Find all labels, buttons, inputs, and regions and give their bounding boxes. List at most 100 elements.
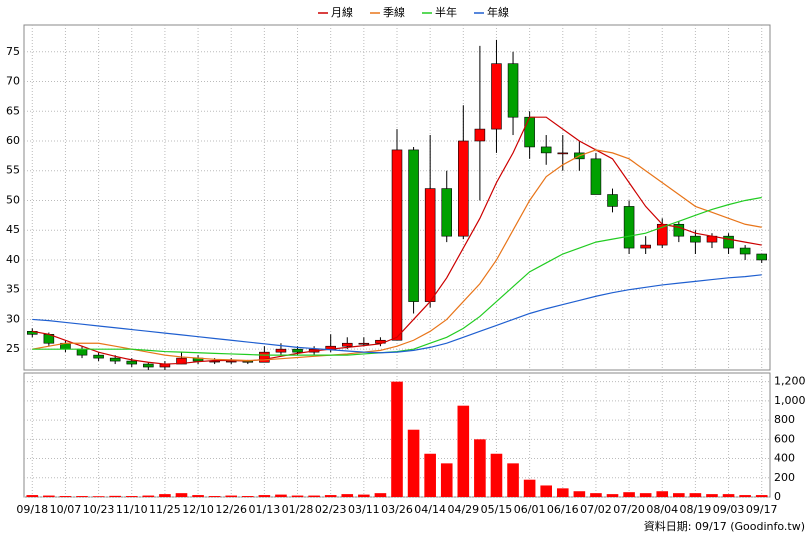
volume-bar	[739, 495, 751, 497]
volume-bar	[374, 493, 387, 497]
x-tick-label: 10/07	[50, 503, 82, 516]
x-tick-label: 12/26	[215, 503, 247, 516]
y-tick-label: 40	[6, 253, 20, 266]
volume-bar	[424, 453, 436, 497]
legend-label: 季線	[383, 5, 405, 19]
y-tick-label: 60	[6, 134, 20, 147]
y-tick-label: 1,200	[774, 375, 806, 388]
candle-body	[590, 158, 602, 195]
volume-bar	[540, 485, 553, 497]
y-tick-label: 600	[774, 432, 795, 445]
y-tick-label: 65	[6, 104, 20, 117]
candle-body	[358, 342, 370, 345]
candle-body	[292, 348, 303, 353]
volume-bar	[142, 495, 155, 497]
x-tick-label: 09/17	[746, 503, 778, 516]
volume-bar	[241, 496, 254, 497]
volume-bar	[275, 494, 287, 497]
volume-bar	[523, 479, 536, 497]
x-tick-label: 01/28	[282, 503, 314, 516]
candle-body	[341, 342, 353, 347]
volume-bar	[92, 496, 105, 497]
volume-bar	[606, 494, 619, 497]
candle-body	[739, 247, 751, 255]
volume-bar	[109, 495, 121, 497]
y-tick-label: 0	[774, 490, 781, 503]
ma-line	[32, 116, 762, 365]
ma-line	[32, 274, 762, 354]
legend-label: 月線	[331, 5, 353, 19]
y-tick-label: 800	[774, 413, 795, 426]
volume-bar	[507, 463, 519, 497]
candle-body	[540, 146, 552, 154]
candle-body	[109, 357, 121, 362]
x-tick-label: 04/14	[414, 503, 446, 516]
y-tick-label: 1,000	[774, 394, 806, 407]
volume-bar	[722, 494, 735, 497]
x-tick-label: 11/10	[116, 503, 148, 516]
volume-bar	[208, 496, 221, 497]
y-tick-label: 75	[6, 45, 20, 58]
x-tick-label: 08/19	[680, 503, 712, 516]
x-tick-label: 06/01	[514, 503, 546, 516]
candle-body	[143, 363, 154, 368]
x-tick-label: 09/03	[713, 503, 745, 516]
volume-bar	[192, 495, 204, 497]
volume-bar	[590, 493, 602, 497]
volume-bar	[59, 496, 72, 497]
volume-bar	[755, 495, 768, 497]
candle-body	[491, 63, 502, 130]
x-tick-label: 05/15	[481, 503, 513, 516]
candle-body	[474, 128, 486, 142]
ma-line	[32, 149, 762, 362]
y-tick-label: 55	[6, 164, 20, 177]
volume-bar	[358, 494, 370, 497]
candle-body	[126, 360, 138, 365]
source-note: 資料日期: 09/17 (Goodinfo.tw)	[644, 519, 805, 533]
candle-body	[93, 354, 104, 359]
x-tick-label: 01/13	[249, 503, 281, 516]
volume-bar	[258, 495, 271, 497]
volume-bar	[673, 493, 685, 497]
volume-bar	[324, 495, 337, 497]
volume-bar	[474, 439, 486, 497]
legend-label: 半年	[435, 5, 457, 19]
volume-bar	[76, 496, 88, 497]
x-tick-label: 08/04	[646, 503, 678, 516]
volume-bar	[391, 381, 403, 497]
x-tick-label: 04/29	[447, 503, 479, 516]
candle-body	[275, 348, 287, 353]
volume-bar	[573, 491, 586, 497]
x-tick-label: 11/25	[149, 503, 181, 516]
volume-bar	[457, 405, 470, 497]
volume-bar	[490, 453, 503, 497]
candle-body	[524, 116, 535, 148]
volume-bar	[689, 493, 702, 497]
volume-bar	[623, 492, 635, 497]
candle-body	[259, 351, 270, 363]
volume-bar	[556, 488, 569, 497]
candle-body	[441, 188, 453, 237]
x-tick-label: 07/20	[613, 503, 645, 516]
volume-bar	[291, 495, 304, 497]
y-tick-label: 70	[6, 75, 20, 88]
legend-label: 年線	[487, 5, 509, 19]
volume-bar	[175, 493, 188, 497]
candle-body	[607, 194, 618, 207]
volume-bar	[26, 495, 39, 497]
y-tick-label: 45	[6, 223, 20, 236]
volume-bar	[125, 496, 138, 497]
volume-bar	[159, 494, 171, 497]
volume-bar	[341, 494, 354, 497]
y-tick-label: 200	[774, 471, 795, 484]
candle-body	[424, 188, 436, 302]
candle-body	[690, 235, 701, 243]
volume-bar	[225, 495, 238, 497]
x-tick-label: 06/16	[547, 503, 579, 516]
volume-bar	[639, 493, 652, 497]
candle-body	[673, 223, 685, 237]
x-tick-label: 03/11	[348, 503, 380, 516]
volume-bar	[43, 495, 55, 497]
candle-body	[507, 63, 519, 118]
